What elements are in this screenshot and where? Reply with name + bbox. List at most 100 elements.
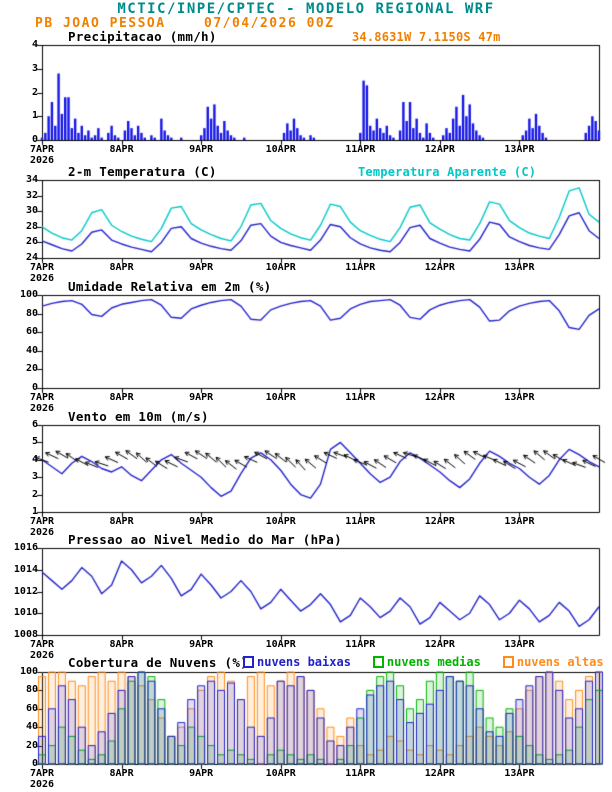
y-tick-label: 40: [25, 721, 38, 733]
x-tick-label: 12APR: [424, 262, 455, 273]
x-tick-label: 12APR: [424, 144, 455, 155]
y-tick-label: 5: [31, 436, 38, 448]
y-tick-label: 1008: [13, 629, 38, 640]
x-tick-label: 7APR: [29, 392, 55, 403]
x-tick-label: 11APR: [345, 516, 376, 527]
panel-title-clouds: Cobertura de Nuvens (%): [68, 655, 248, 670]
x-tick-label: 12APR: [424, 768, 455, 779]
x-tick-label: 13APR: [504, 516, 535, 527]
x-tick-label: 2026: [29, 650, 55, 661]
x-tick-label: 12APR: [424, 392, 455, 403]
y-tick-label: 32: [25, 189, 38, 201]
y-tick-label: 2: [31, 488, 38, 500]
x-tick-label: 8APR: [109, 639, 134, 650]
x-tick-label: 2026: [29, 155, 55, 166]
panel-title-temperature: 2-m Temperatura (C): [68, 164, 217, 179]
y-tick-label: 60: [25, 702, 38, 714]
x-tick-label: 11APR: [345, 262, 376, 273]
x-tick-label: 10APR: [265, 516, 296, 527]
y-tick-label: 4: [31, 39, 38, 50]
y-tick-label: 1016: [13, 542, 38, 553]
y-tick-label: 6: [31, 419, 38, 430]
y-tick-label: 0: [31, 382, 38, 393]
x-tick-label: 9APR: [189, 262, 214, 273]
panel-title-precipitation: Precipitacao (mm/h): [68, 29, 217, 44]
x-tick-label: 2026: [29, 403, 55, 414]
x-tick-label: 13APR: [504, 768, 535, 779]
x-tick-label: 13APR: [504, 392, 535, 403]
x-tick-label: 9APR: [189, 516, 214, 527]
legend-nuvens-altas: nuvens altas: [502, 655, 604, 669]
y-tick-label: 30: [25, 205, 38, 217]
y-tick-label: 1014: [13, 563, 38, 575]
x-tick-label: 11APR: [345, 144, 376, 155]
y-tick-label: 0: [31, 134, 38, 145]
x-tick-label: 8APR: [109, 392, 134, 403]
y-tick-label: 20: [25, 363, 38, 375]
x-tick-label: 8APR: [109, 262, 134, 273]
x-tick-label: 7APR: [29, 144, 55, 155]
y-tick-label: 34: [25, 174, 38, 185]
y-tick-label: 1010: [13, 607, 38, 619]
x-tick-label: 10APR: [265, 262, 296, 273]
y-tick-label: 0: [31, 758, 38, 769]
y-tick-label: 24: [25, 252, 38, 263]
legend-nuvens-medias: nuvens medias: [372, 655, 481, 669]
x-tick-label: 7APR: [29, 639, 55, 650]
x-tick-label: 13APR: [504, 639, 535, 650]
x-tick-label: 10APR: [265, 144, 296, 155]
nuvens-altas-swatch-icon: [502, 656, 514, 668]
y-tick-label: 28: [25, 220, 38, 232]
x-tick-label: 13APR: [504, 262, 535, 273]
panel-title-pressure: Pressao ao Nivel Medio do Mar (hPa): [68, 532, 342, 547]
y-tick-label: 1: [31, 506, 38, 517]
x-tick-label: 8APR: [109, 144, 134, 155]
apparent-temperature-label: Temperatura Aparente (C): [358, 165, 537, 179]
y-tick-label: 100: [19, 666, 38, 677]
y-tick-label: 1012: [13, 585, 38, 597]
y-tick-label: 40: [25, 344, 38, 356]
legend-nuvens-baixas: nuvens baixas: [243, 655, 351, 669]
x-tick-label: 11APR: [345, 392, 376, 403]
x-tick-label: 13APR: [504, 144, 535, 155]
x-tick-label: 11APR: [345, 639, 376, 650]
x-tick-label: 12APR: [424, 639, 455, 650]
legend-label-nuvens-medias: nuvens medias: [386, 655, 481, 669]
x-tick-label: 9APR: [189, 392, 214, 403]
x-tick-label: 8APR: [109, 516, 134, 527]
x-tick-label: 11APR: [345, 768, 376, 779]
x-tick-label: 9APR: [189, 144, 214, 155]
y-tick-label: 60: [25, 326, 38, 338]
x-tick-label: 10APR: [265, 392, 296, 403]
y-tick-label: 4: [31, 453, 38, 465]
nuvens-medias-swatch-icon: [372, 656, 384, 668]
y-tick-label: 20: [25, 739, 38, 751]
y-tick-label: 26: [25, 236, 38, 248]
x-tick-label: 2026: [29, 273, 55, 284]
y-tick-label: 100: [19, 289, 38, 300]
y-tick-label: 2: [31, 86, 38, 98]
panel-title-humidity: Umidade Relativa em 2m (%): [68, 279, 272, 294]
x-tick-label: 2026: [29, 779, 55, 790]
x-tick-label: 2026: [29, 527, 55, 538]
x-tick-label: 8APR: [109, 768, 134, 779]
x-tick-label: 7APR: [29, 262, 55, 273]
nuvens-baixas-swatch-icon: [243, 656, 254, 668]
location-label: 34.8631W 7.1150S 47m: [352, 30, 501, 44]
y-tick-label: 80: [25, 684, 38, 696]
x-tick-label: 12APR: [424, 516, 455, 527]
legend-label-nuvens-baixas: nuvens baixas: [257, 655, 351, 669]
legend-label-nuvens-altas: nuvens altas: [516, 655, 604, 669]
x-tick-label: 7APR: [29, 768, 55, 779]
cloud-legend: nuvens baixas nuvens medias nuvens altas: [243, 655, 604, 669]
x-tick-label: 9APR: [189, 768, 214, 779]
x-tick-label: 7APR: [29, 516, 55, 527]
x-tick-label: 9APR: [189, 639, 214, 650]
y-tick-label: 80: [25, 307, 38, 319]
panel-title-wind: Vento em 10m (m/s): [68, 409, 209, 424]
x-tick-label: 10APR: [265, 639, 296, 650]
y-tick-label: 1: [31, 110, 38, 122]
y-tick-label: 3: [31, 471, 38, 483]
y-tick-label: 3: [31, 62, 38, 74]
